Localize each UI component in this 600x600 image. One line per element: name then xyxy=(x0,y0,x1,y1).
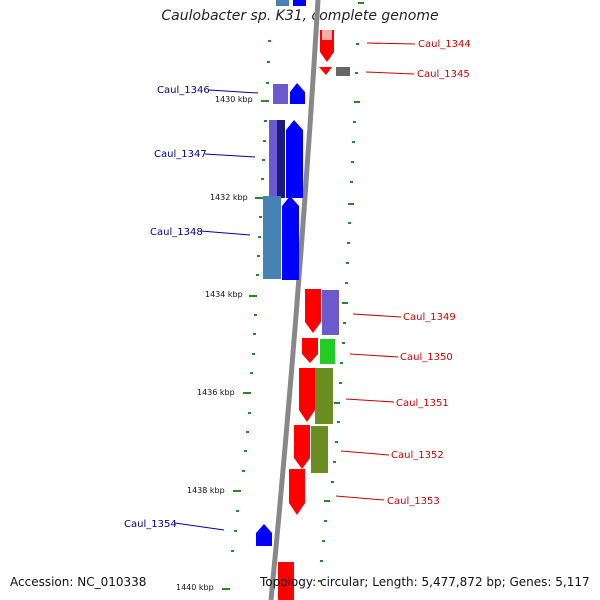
gene-arrow[interactable] xyxy=(294,425,310,469)
tick-label: 1436 kbp xyxy=(197,388,235,397)
gene-arrow[interactable] xyxy=(320,339,335,364)
gene-arrow[interactable] xyxy=(278,562,294,600)
gene-arrow[interactable] xyxy=(315,368,333,424)
gene-arrow[interactable] xyxy=(289,469,305,515)
gene-arrow[interactable] xyxy=(293,0,306,6)
gene-label[interactable]: Caul_1345 xyxy=(417,69,470,80)
gene-arrow[interactable] xyxy=(322,290,339,335)
gene-arrow[interactable] xyxy=(286,120,303,198)
tick-label: 1438 kbp xyxy=(187,486,225,495)
gene-label[interactable]: Caul_1352 xyxy=(391,450,444,461)
genome-backbone xyxy=(268,0,321,600)
leader-lines-right xyxy=(335,42,416,501)
gene-label[interactable]: Caul_1350 xyxy=(400,352,453,363)
gene-arrow[interactable] xyxy=(319,67,332,75)
gene-arrow[interactable] xyxy=(273,84,288,104)
gene-label[interactable]: Caul_1347 xyxy=(154,149,207,160)
page-title: Caulobacter sp. K31, complete genome xyxy=(161,8,439,24)
tick-label: 1430 kbp xyxy=(215,95,253,104)
gene-label[interactable]: Caul_1344 xyxy=(418,39,471,50)
gene-arrow[interactable] xyxy=(336,67,350,76)
gene-label[interactable]: Caul_1348 xyxy=(150,227,203,238)
leader-lines-left xyxy=(174,89,259,531)
gene-arrow[interactable] xyxy=(282,196,299,280)
gene-arrow[interactable] xyxy=(276,0,289,6)
gene-arrow-shade xyxy=(277,120,285,198)
tick-label: 1434 kbp xyxy=(205,290,243,299)
gene-arrow[interactable] xyxy=(311,426,328,473)
gene-arrow-highlight xyxy=(322,30,332,40)
gene-label[interactable]: Caul_1346 xyxy=(157,85,210,96)
gene-arrow[interactable] xyxy=(290,83,305,104)
left-scale xyxy=(222,40,271,590)
gene-label[interactable]: Caul_1353 xyxy=(387,496,440,507)
tick-label: 1440 kbp xyxy=(176,583,214,592)
gene-arrow[interactable] xyxy=(256,524,272,546)
gene-label[interactable]: Caul_1351 xyxy=(396,398,449,409)
gene-arrow[interactable] xyxy=(305,289,321,333)
right-scale xyxy=(318,2,364,582)
gene-arrow[interactable] xyxy=(299,368,315,422)
gene-label[interactable]: Caul_1354 xyxy=(124,519,177,530)
tick-label: 1432 kbp xyxy=(210,193,248,202)
gene-arrow[interactable] xyxy=(302,338,318,363)
gene-label[interactable]: Caul_1349 xyxy=(403,312,456,323)
gene-arrow[interactable] xyxy=(263,196,281,279)
topology-text: Topology: circular; Length: 5,477,872 bp… xyxy=(260,575,590,589)
accession-text: Accession: NC_010338 xyxy=(10,575,147,589)
